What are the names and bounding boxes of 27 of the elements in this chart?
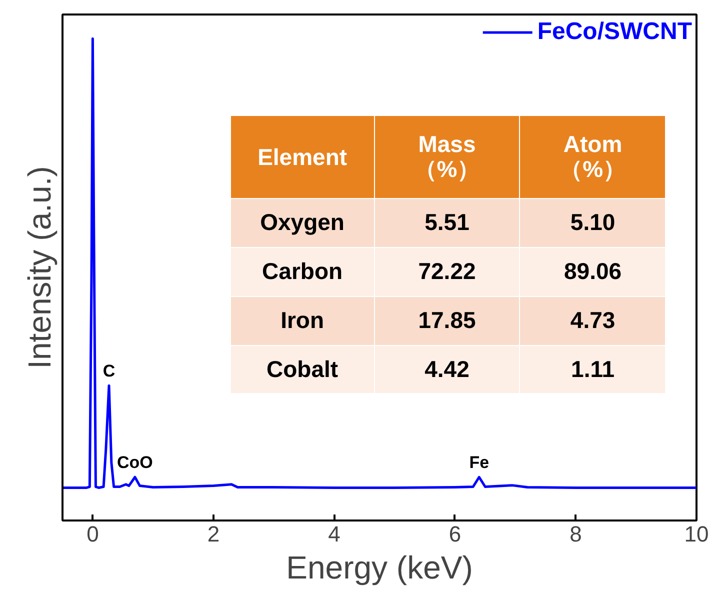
annotation: 4.42: [374, 346, 520, 394]
x-tick-label: 10: [684, 522, 709, 546]
legend-label: FeCo/SWCNT: [537, 18, 692, 46]
x-tick-label: 8: [570, 522, 582, 546]
annotation: Carbon: [231, 248, 374, 296]
annotation: 5.51: [374, 199, 520, 247]
annotation: 5.10: [520, 199, 666, 247]
x-tick-label: 0: [86, 522, 99, 546]
annotation: 72.22: [374, 248, 520, 296]
x-tick-label: 6: [448, 522, 462, 546]
annotation: 1.11: [520, 346, 666, 394]
annotation: Mass （%）: [374, 116, 520, 198]
annotation: 17.85: [374, 296, 520, 345]
annotation: Iron: [231, 296, 374, 345]
y-axis-title: Intensity (a.u.): [22, 166, 58, 369]
x-tick-label: 2: [207, 522, 220, 546]
x-tick-label: 4: [328, 522, 340, 546]
annotation: Cobalt: [231, 346, 374, 394]
x-axis-title: Energy (keV): [286, 550, 473, 586]
annotation: Fe: [469, 453, 490, 472]
annotation: Atom （%）: [520, 116, 666, 198]
annotation: 89.06: [520, 248, 666, 296]
annotation: Oxygen: [231, 199, 374, 247]
annotation: Element: [231, 116, 374, 198]
annotation: 4.73: [520, 296, 666, 345]
annotation: CoO: [117, 453, 153, 472]
annotation: C: [102, 362, 116, 381]
